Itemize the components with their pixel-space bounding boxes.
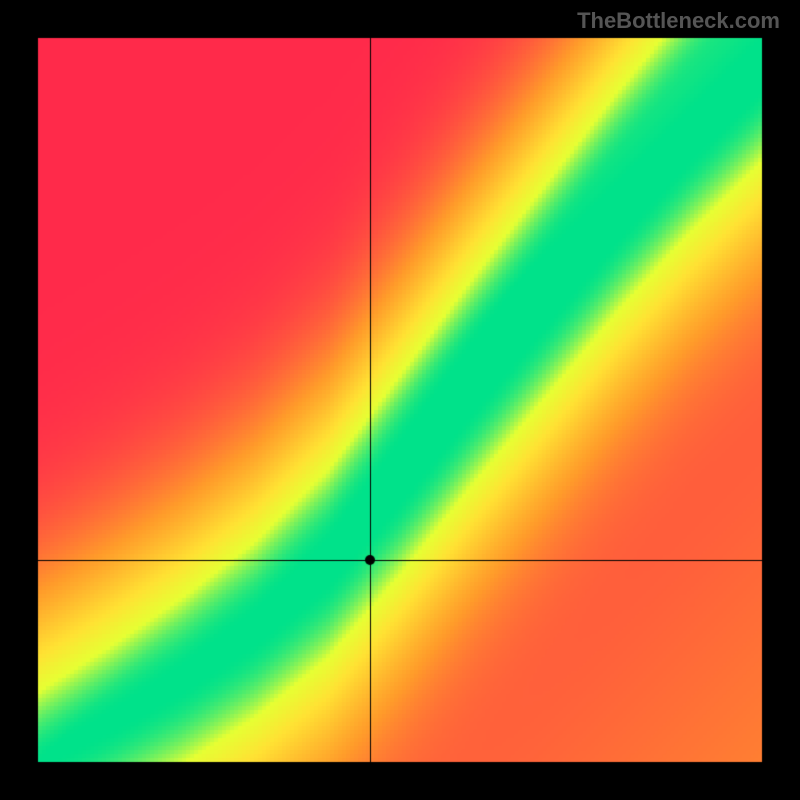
- bottleneck-heatmap: [0, 0, 800, 800]
- watermark-text: TheBottleneck.com: [577, 8, 780, 34]
